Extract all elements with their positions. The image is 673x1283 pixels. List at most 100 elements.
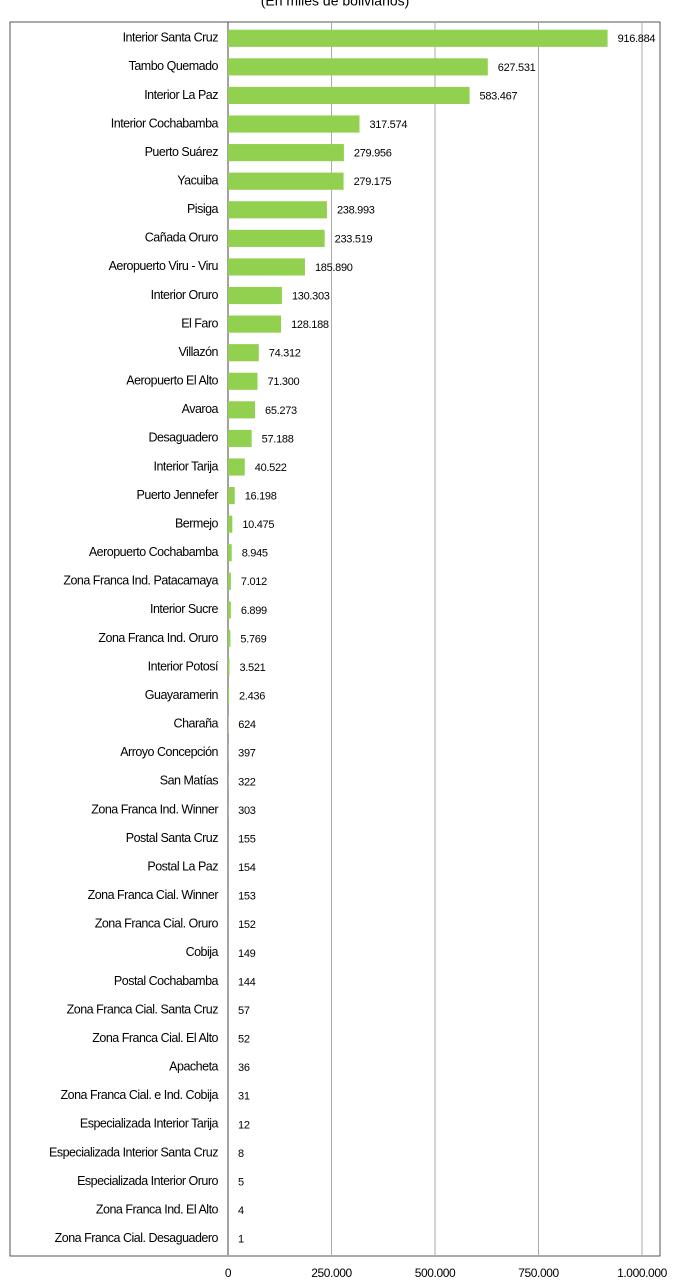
data-label: 279.175 (354, 176, 392, 188)
y-tick-label: Bermejo (175, 516, 219, 530)
bar (228, 58, 488, 76)
bar (228, 86, 470, 105)
x-tick-label: 750.000 (518, 1266, 559, 1280)
data-label: 153 (238, 891, 256, 903)
y-tick-label: Zona Franca Ind. El Alto (96, 1202, 219, 1216)
data-label: 8 (238, 1148, 244, 1160)
y-tick-label: Interior Cochabamba (111, 116, 219, 130)
data-label: 185.890 (315, 262, 353, 274)
bar (228, 544, 232, 562)
data-label: 2.436 (239, 691, 265, 703)
data-label: 1 (238, 1234, 244, 1246)
data-label: 152 (238, 919, 256, 931)
y-tick-label: Postal La Paz (147, 859, 218, 873)
y-tick-label: Zona Franca Ind. Patacamaya (63, 574, 218, 588)
data-label: 128.188 (291, 319, 329, 331)
bar (228, 144, 344, 162)
y-tick-label: Especializada Interior Santa Cruz (49, 1145, 218, 1159)
bar (228, 658, 230, 676)
data-label: 10.475 (242, 519, 274, 531)
data-label: 397 (238, 748, 256, 760)
y-tick-label: Cañada Oruro (145, 231, 219, 245)
y-tick-label: Postal Santa Cruz (126, 831, 218, 845)
data-label: 31 (238, 1091, 250, 1103)
chart-subtitle: (En miles de bolivianos) (261, 0, 410, 9)
data-label: 52 (238, 1034, 250, 1046)
y-tick-label: Aeropuerto Viru - Viru (109, 259, 219, 273)
data-label: 144 (238, 976, 256, 988)
bar (228, 29, 608, 47)
data-label: 65.273 (265, 405, 297, 417)
data-label: 3.521 (239, 662, 265, 674)
y-tick-label: San Matías (160, 774, 218, 788)
data-label: 233.519 (335, 233, 373, 245)
y-tick-label: Pisiga (187, 202, 219, 216)
y-tick-label: Zona Franca Cial. Oruro (95, 917, 219, 931)
bar (228, 315, 282, 333)
bar (228, 515, 233, 533)
data-label: 5.769 (240, 633, 266, 645)
data-label: 6.899 (241, 605, 267, 617)
data-label: 16.198 (245, 490, 277, 502)
data-label: 57.188 (262, 433, 294, 445)
y-tick-label: Especializada Interior Oruro (77, 1174, 218, 1188)
data-label: 4 (238, 1205, 244, 1217)
y-tick-label: Zona Franca Cial. e Ind. Cobija (60, 1088, 218, 1102)
y-tick-label: Zona Franca Ind. Winner (91, 802, 218, 816)
chart-frame (9, 21, 661, 1257)
bar (228, 372, 258, 390)
bar (228, 258, 305, 276)
bar (228, 229, 325, 247)
data-label: 624 (238, 719, 256, 731)
bar (228, 344, 259, 362)
data-label: 154 (238, 862, 256, 874)
y-tick-label: Zona Franca Cial. Desaguadero (55, 1231, 219, 1245)
bar (228, 115, 360, 133)
y-tick-label: Charaña (174, 717, 219, 731)
x-tick-label: 250.000 (311, 1266, 352, 1280)
bar (228, 572, 231, 590)
bar (228, 429, 252, 448)
bar (228, 401, 256, 419)
data-label: 8.945 (242, 548, 268, 560)
x-tick-label: 1.000.000 (617, 1266, 668, 1280)
data-label: 155 (238, 833, 256, 845)
y-tick-label: Interior La Paz (144, 88, 218, 102)
y-tick-label: Arroyo Concepción (120, 745, 218, 759)
data-label: 40.522 (255, 462, 287, 474)
bar (228, 629, 231, 648)
data-label: 303 (238, 805, 256, 817)
bar (228, 687, 230, 705)
y-tick-label: Postal Cochabamba (114, 974, 219, 988)
y-tick-label: Interior Potosí (148, 659, 219, 673)
y-tick-label: Tambo Quemado (129, 59, 219, 73)
y-tick-label: Desaguadero (148, 431, 218, 445)
y-tick-label: Cobija (186, 945, 219, 959)
data-label: 238.993 (337, 205, 375, 217)
data-label: 317.574 (369, 119, 407, 131)
data-label: 583.467 (480, 90, 518, 102)
bar (228, 458, 245, 476)
y-tick-label: Apacheta (169, 1060, 218, 1074)
data-label: 279.956 (354, 148, 392, 160)
y-tick-label: Yacuiba (177, 173, 218, 187)
y-tick-label: Zona Franca Cial. Winner (88, 888, 219, 902)
bar (228, 601, 231, 619)
data-label: 5 (238, 1176, 244, 1188)
data-label: 71.300 (268, 376, 300, 388)
y-tick-label: Especializada Interior Tarija (80, 1117, 219, 1131)
y-tick-label: Zona Franca Cial. El Alto (92, 1031, 218, 1045)
data-label: 627.531 (498, 62, 536, 74)
y-tick-label: El Faro (181, 316, 218, 330)
y-tick-label: Avaroa (182, 402, 219, 416)
data-label: 7.012 (241, 576, 267, 588)
data-label: 322 (238, 776, 256, 788)
y-tick-label: Interior Tarija (153, 459, 218, 473)
y-tick-label: Zona Franca Cial. Santa Cruz (67, 1002, 219, 1016)
x-tick-label: 500.000 (415, 1266, 456, 1280)
y-tick-label: Villazón (178, 345, 218, 359)
data-label: 149 (238, 948, 256, 960)
y-tick-label: Interior Sucre (150, 602, 219, 616)
